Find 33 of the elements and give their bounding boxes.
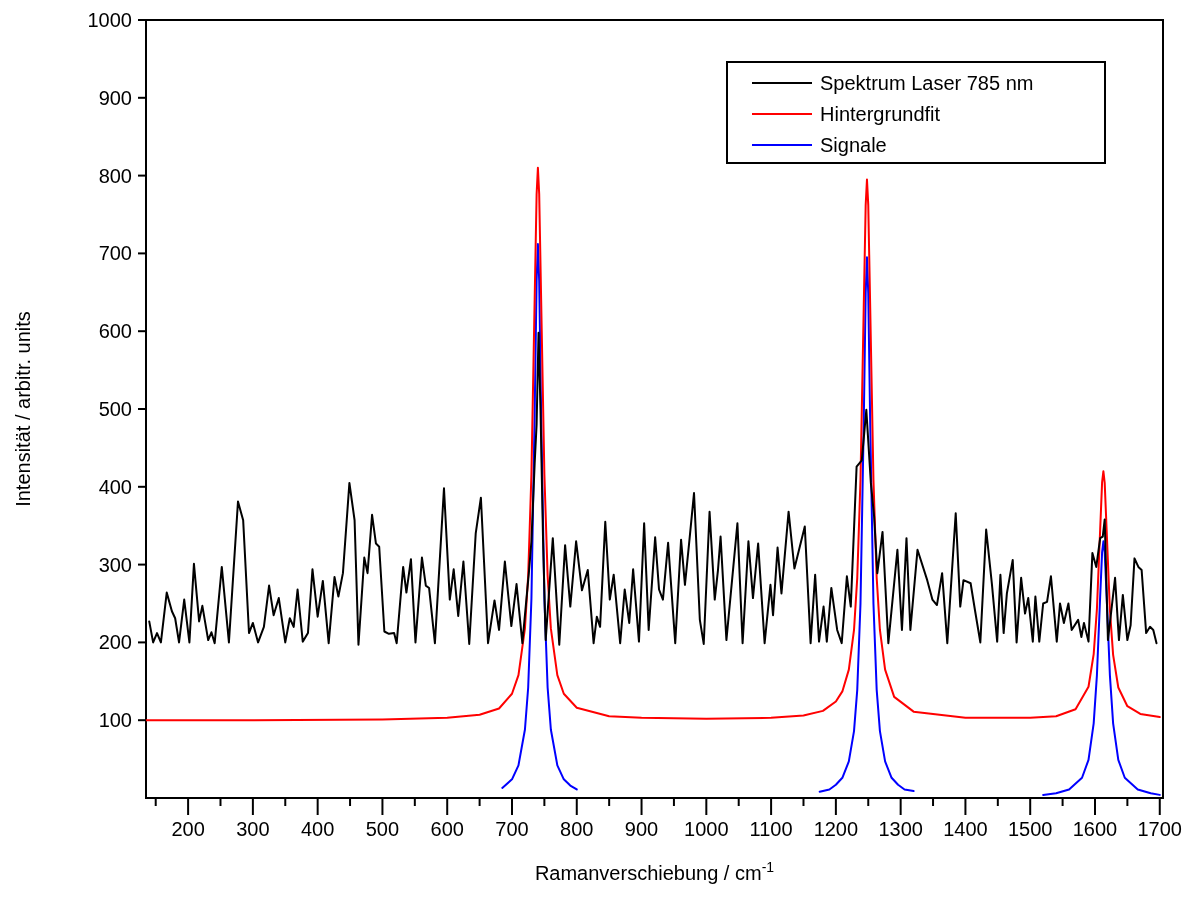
x-axis-title: Ramanverschiebung / cm$^{-1}$ <box>534 859 775 884</box>
x-tick-label: 400 <box>300 818 335 840</box>
y-tick-label: 200 <box>98 631 132 654</box>
x-tick-label: 1400 <box>943 818 988 840</box>
x-tick-label: 1500 <box>1007 818 1053 840</box>
legend-label: Spektrum Laser 785 nm <box>820 72 1034 94</box>
x-tick-label: 1300 <box>878 818 923 840</box>
x-tick-label: 1700 <box>1137 818 1183 840</box>
line-series <box>145 166 1161 722</box>
y-tick-label: 700 <box>98 242 132 265</box>
x-tick-label: 1000 <box>684 818 729 840</box>
legend-label: Signale <box>820 134 887 156</box>
x-tick-label: 1200 <box>813 818 859 840</box>
x-tick-label: 500 <box>365 818 400 840</box>
y-tick-label: 800 <box>98 164 132 187</box>
line-series <box>148 331 1158 646</box>
y-tick-label: 400 <box>98 475 132 498</box>
y-axis-title: Intensität / arbitr. units <box>12 311 34 507</box>
legend-label: Hintergrundfit <box>820 103 941 125</box>
x-tick-label: 900 <box>624 818 659 840</box>
x-tick-label: 1600 <box>1072 818 1118 840</box>
x-tick-label: 800 <box>560 818 594 840</box>
x-tick-label: 700 <box>495 818 529 840</box>
y-tick-label: 300 <box>98 553 132 576</box>
y-tick-label: 1000 <box>87 9 132 31</box>
y-tick-label: 100 <box>98 709 132 732</box>
y-tick-label: 600 <box>98 320 132 343</box>
x-tick-label: 600 <box>430 818 464 840</box>
x-tick-label: 300 <box>236 818 270 840</box>
x-tick-label: 200 <box>171 818 205 840</box>
x-tick-label: 1100 <box>749 818 793 840</box>
y-tick-label: 900 <box>98 86 132 109</box>
y-tick-label: 500 <box>98 398 132 420</box>
